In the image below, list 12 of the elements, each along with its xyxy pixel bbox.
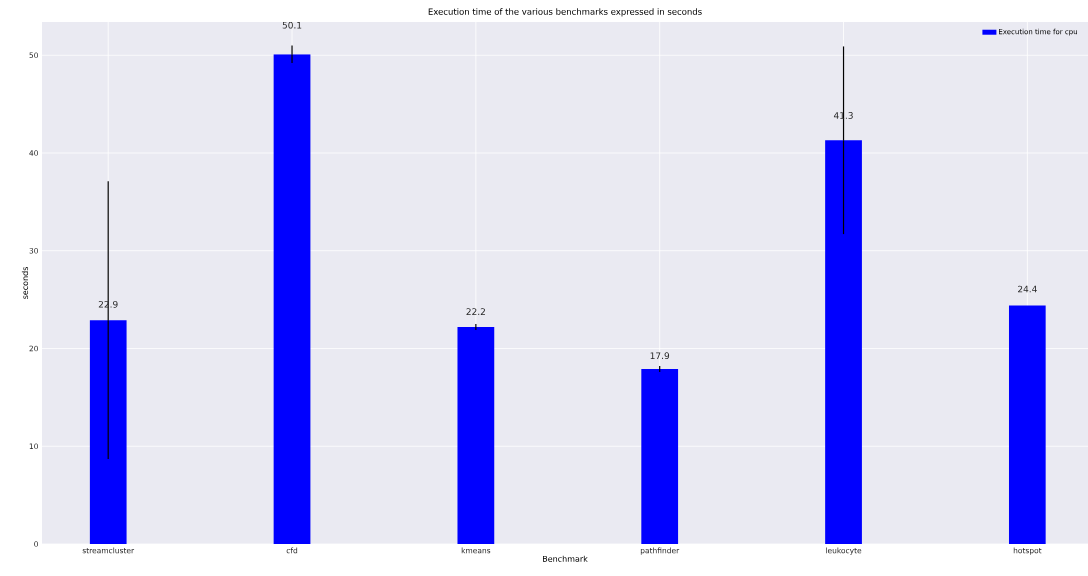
x-axis-title: Benchmark [543, 555, 588, 562]
data-label: 24.4 [1018, 285, 1037, 293]
chart-title: Execution time of the various benchmarks expressed in seconds [428, 8, 702, 17]
y-axis-title: seconds [21, 267, 29, 299]
bar [1008, 305, 1046, 544]
bar [825, 140, 862, 544]
bar [273, 54, 311, 544]
data-label: 22.2 [466, 308, 485, 315]
bar [457, 326, 495, 544]
data-label: 50.1 [282, 21, 302, 29]
data-label: 17.9 [650, 352, 670, 360]
bar [641, 369, 679, 544]
